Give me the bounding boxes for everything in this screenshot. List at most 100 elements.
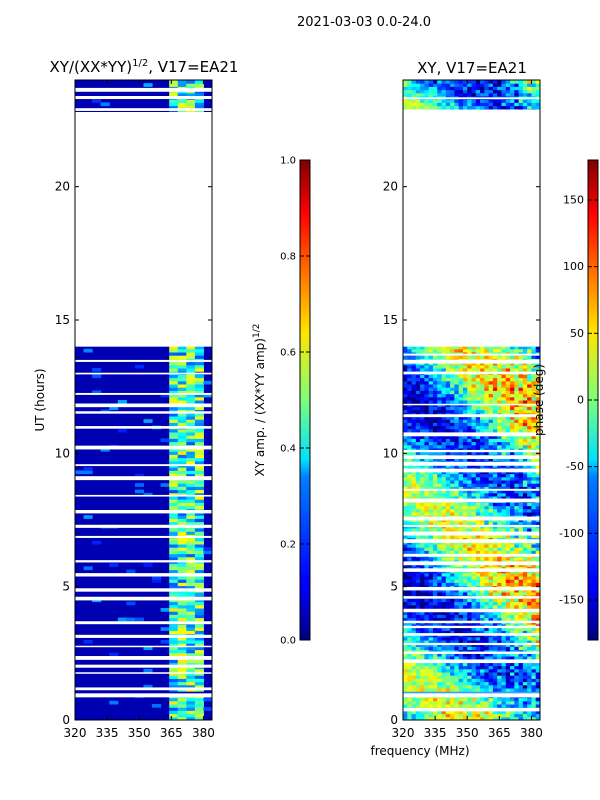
heatmap-cell [514,611,520,615]
heatmap-cell [186,713,196,718]
heatmap-cell [126,601,136,606]
heatmap-cell [177,387,187,391]
heatmap-cell [535,697,540,702]
heatmap-cell [462,534,468,539]
flagged-row [75,535,212,538]
heatmap-cell [169,627,179,631]
heatmap-cell [531,534,537,539]
heatmap-cell [194,457,204,462]
heatmap-cell [492,617,498,622]
heatmap-cell [177,467,187,471]
heatmap-cell [454,422,460,427]
heatmap-cell [407,582,413,587]
heatmap-cell [475,99,481,103]
heatmap-cell [424,547,430,551]
heatmap-cell [437,630,443,635]
flagged-row [75,87,212,92]
heatmap-cell [501,681,507,686]
heatmap-cell [480,521,485,526]
flagged-row [403,568,540,572]
heatmap-cell [415,688,421,692]
heatmap-cell [83,467,93,471]
heatmap-cell [492,425,498,430]
heatmap-cell [424,457,430,462]
heatmap-cell [522,704,528,708]
heatmap-cell [475,464,481,468]
heatmap-cell [462,588,468,593]
heatmap-cell [505,716,511,720]
heatmap-cell [458,630,464,635]
heatmap-cell [420,627,425,631]
heatmap-cell [462,396,468,401]
heatmap-cell [441,598,447,603]
x-tick-label: 350 [456,726,479,740]
heatmap-cell [514,380,520,385]
heatmap-cell [518,393,524,398]
flagged-row [75,108,212,111]
heatmap-cell [411,678,417,683]
heatmap-cell [437,419,443,423]
heatmap-cell [471,489,477,494]
heatmap-cell [441,502,447,507]
heatmap-cell [428,400,434,404]
heatmap-cell [510,662,515,667]
heatmap-cell [471,588,477,593]
heatmap-cell [531,348,537,353]
heatmap-cell [518,662,524,667]
heatmap-cell [497,387,502,391]
heatmap-cell [437,512,443,516]
heatmap-cell [475,579,481,583]
heatmap-cell [492,428,498,433]
heatmap-cell [484,652,490,657]
heatmap-cell [437,422,443,427]
heatmap-cell [458,704,464,708]
heatmap-cell [484,646,490,651]
heatmap-cell [420,582,425,587]
heatmap-cell [501,438,507,443]
heatmap-cell [475,550,481,555]
heatmap-cell [514,86,520,91]
heatmap-cell [441,675,447,679]
heatmap-cell [527,521,532,526]
heatmap-cell [437,576,443,580]
flagged-row [75,524,212,528]
heatmap-cell [458,627,464,631]
heatmap-cell [186,451,196,455]
heatmap-cell [194,361,204,366]
heatmap-cell [441,422,447,427]
heatmap-cell [186,540,196,545]
heatmap-cell [420,435,425,439]
heatmap-cell [535,105,540,110]
flagged-row [403,620,540,624]
heatmap-cell [186,652,196,657]
heatmap-cell [514,627,520,631]
heatmap-cell [432,688,438,692]
heatmap-cell [518,704,524,708]
heatmap-cell [458,598,464,603]
heatmap-cell [497,646,502,651]
heatmap-cell [475,572,481,577]
heatmap-cell [407,457,413,462]
x-tick-label: 365 [160,726,183,740]
heatmap-cell [488,665,494,670]
heatmap-cell [177,700,187,705]
heatmap-cell [428,672,434,676]
heatmap-cell [177,83,187,87]
heatmap-cell [411,547,417,551]
heatmap-cell [424,681,430,686]
heatmap-cell [475,656,481,660]
heatmap-cell [415,409,421,414]
heatmap-cell [420,668,425,673]
heatmap-cell [480,105,485,110]
heatmap-cell [143,492,153,497]
heatmap-cell [437,489,443,494]
heatmap-cell [497,441,502,446]
heatmap-cell [531,614,537,619]
heatmap-cell [505,428,511,433]
heatmap-cell [458,384,464,388]
heatmap-cell [403,102,408,107]
heatmap-cell [411,92,417,97]
heatmap-cell [177,505,187,510]
flagged-row [75,645,212,648]
heatmap-cell [492,489,498,494]
